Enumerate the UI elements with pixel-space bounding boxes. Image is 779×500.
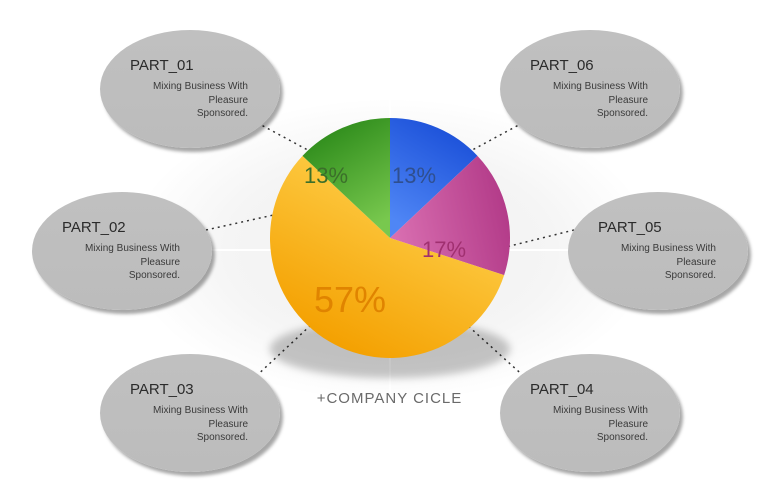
callout-title: PART_06 <box>518 57 662 74</box>
callout-title: PART_05 <box>586 219 730 236</box>
callout-subtitle: Mixing Business WithPleasureSponsored. <box>586 242 730 283</box>
callout-title: PART_02 <box>50 219 194 236</box>
callout-title: PART_01 <box>118 57 262 74</box>
callout-part-06: PART_06 Mixing Business WithPleasureSpons… <box>500 30 680 148</box>
callout-part-05: PART_05 Mixing Business WithPleasureSpons… <box>568 192 748 310</box>
callout-title: PART_04 <box>518 381 662 398</box>
callout-part-02: PART_02 Mixing Business WithPleasureSpons… <box>32 192 212 310</box>
pie-svg <box>270 118 510 358</box>
callout-subtitle: Mixing Business WithPleasureSponsored. <box>50 242 194 283</box>
callout-title: PART_03 <box>118 381 262 398</box>
callout-subtitle: Mixing Business WithPleasureSponsored. <box>118 404 262 445</box>
callout-subtitle: Mixing Business WithPleasureSponsored. <box>118 80 262 121</box>
callout-part-03: PART_03 Mixing Business WithPleasureSpons… <box>100 354 280 472</box>
callout-part-01: PART_01 Mixing Business WithPleasureSpons… <box>100 30 280 148</box>
callout-subtitle: Mixing Business WithPleasureSponsored. <box>518 404 662 445</box>
callout-part-04: PART_04 Mixing Business WithPleasureSpons… <box>500 354 680 472</box>
pie-chart <box>270 118 510 358</box>
infographic-stage: 13%17%57%13% +COMPANY CICLE PART_01Mixin… <box>0 0 779 500</box>
callout-subtitle: Mixing Business WithPleasureSponsored. <box>518 80 662 121</box>
caption: +COMPANY CICLE <box>317 390 463 407</box>
